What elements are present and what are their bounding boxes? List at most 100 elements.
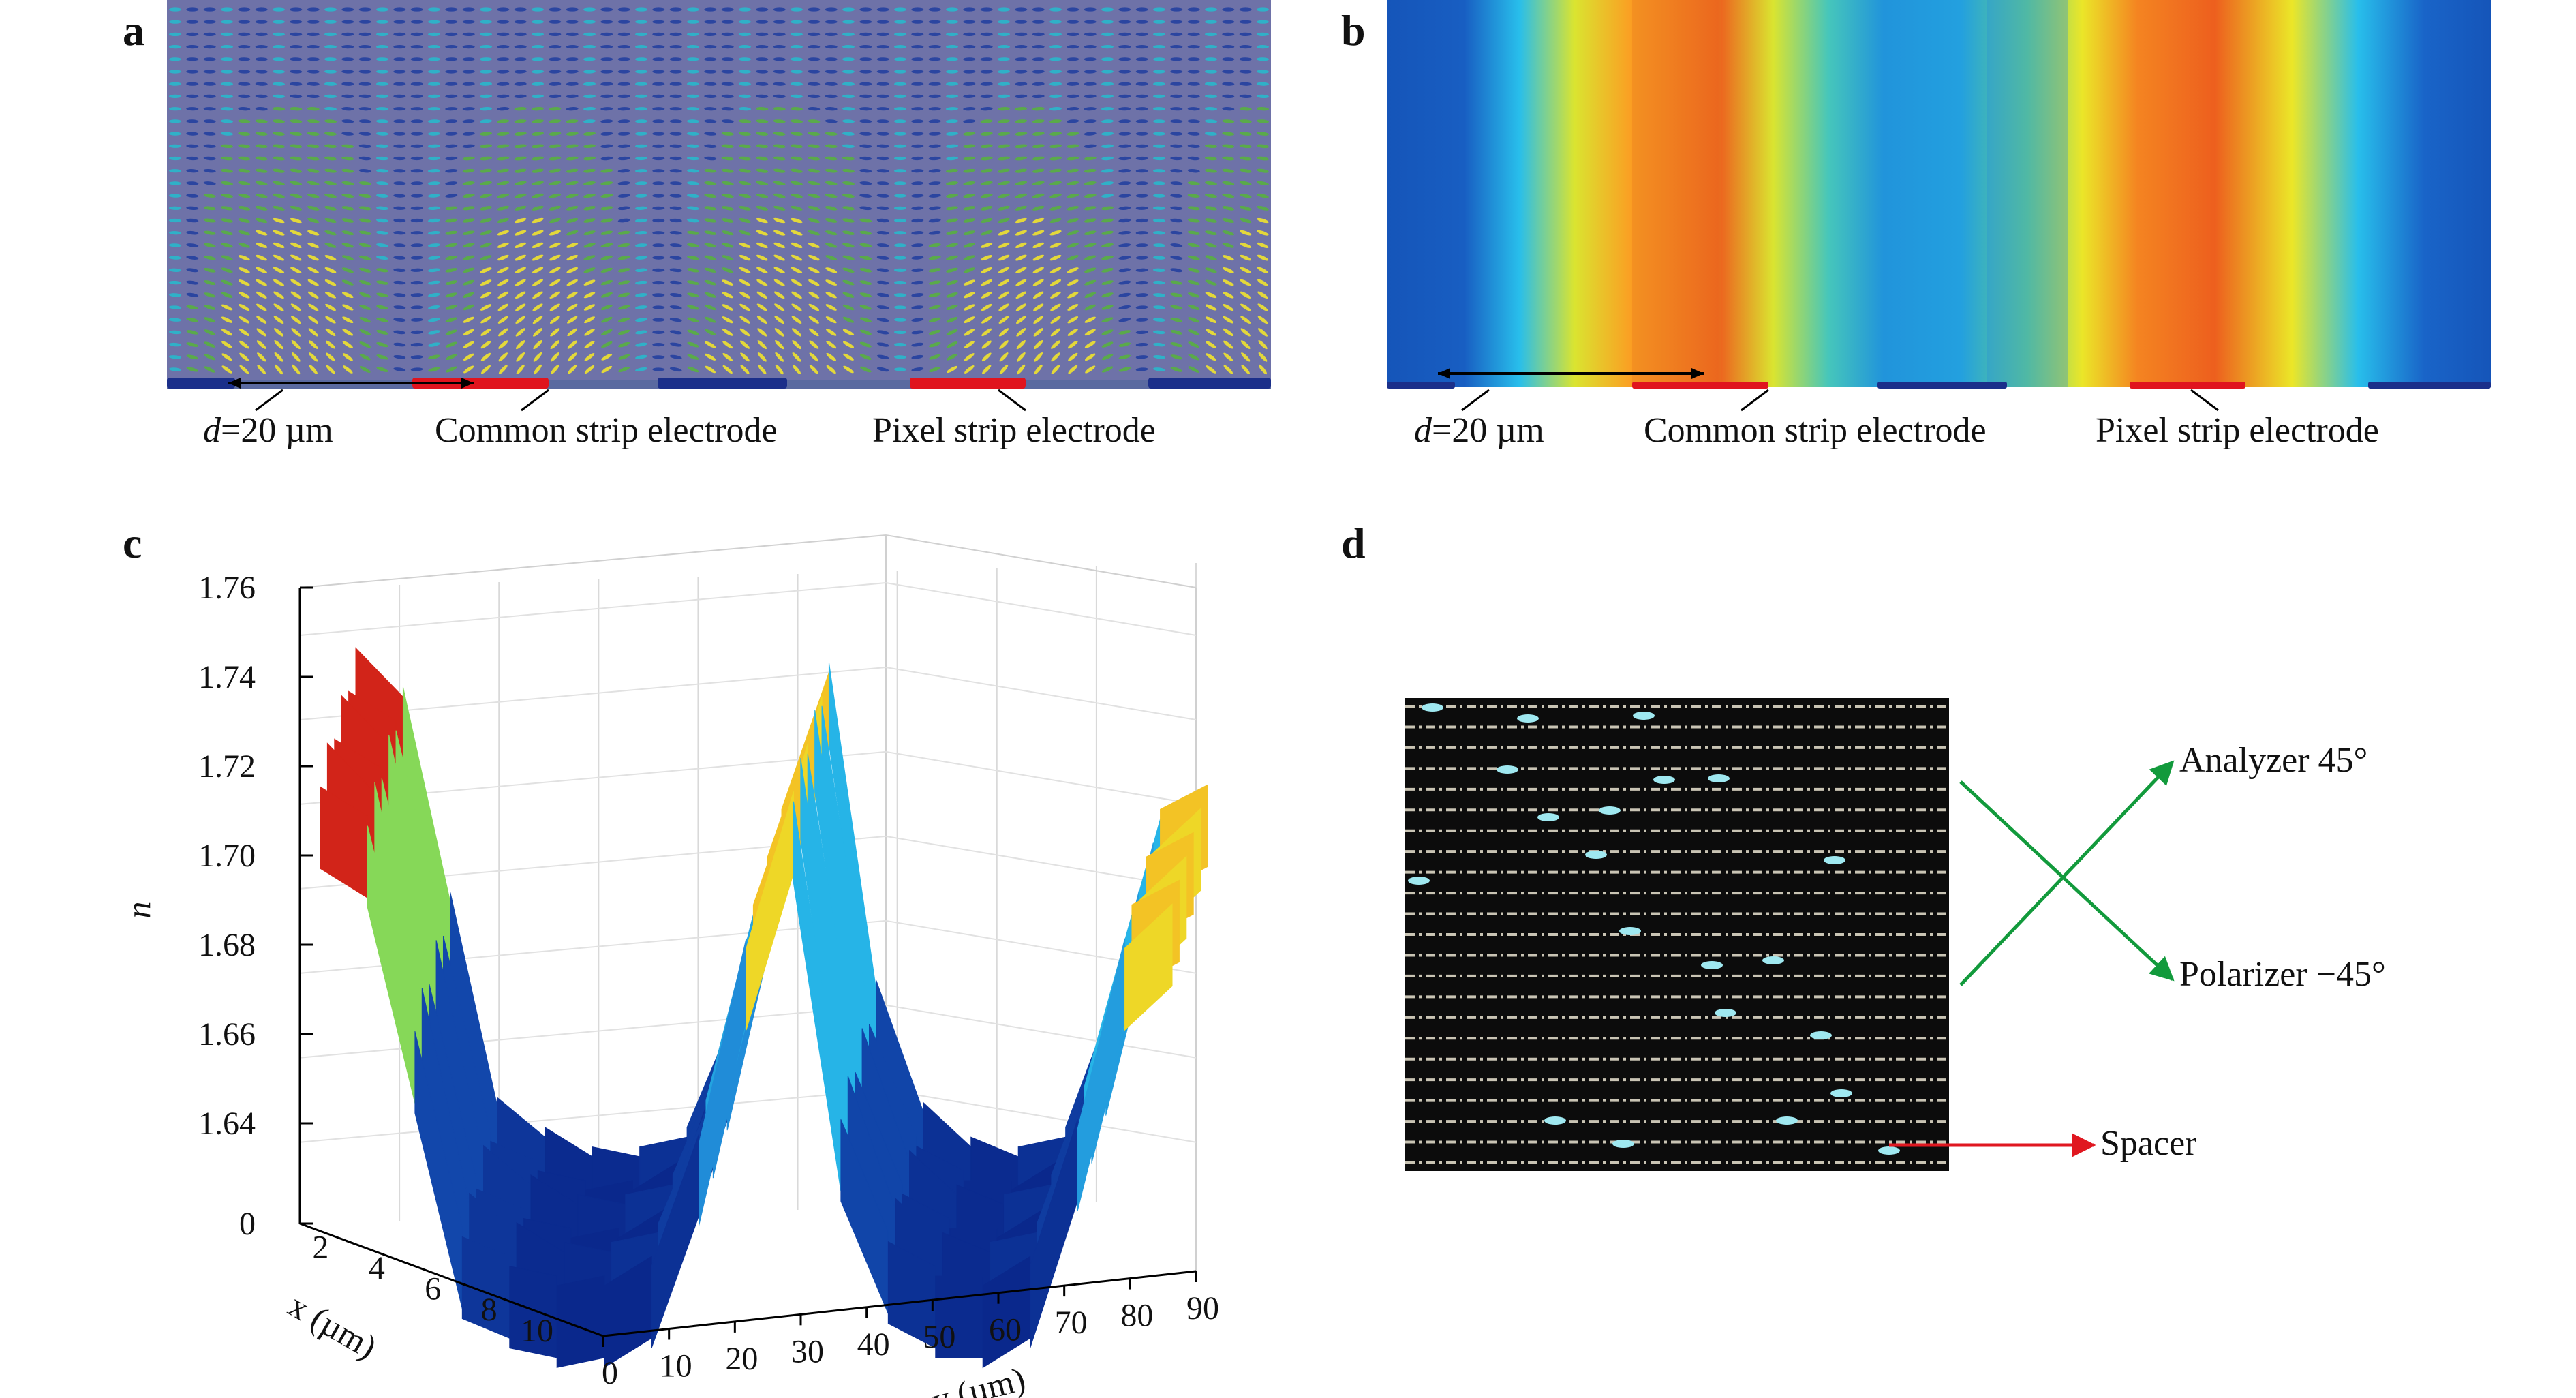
lc-molecule [273,20,285,24]
lc-molecule [739,20,751,24]
lc-molecule [358,70,371,74]
lc-molecule [393,44,406,49]
lc-molecule [721,44,734,49]
lc-molecule [894,169,906,173]
lc-molecule [445,292,458,298]
lc-molecule [1257,132,1269,136]
lc-molecule [998,303,1009,311]
lc-molecule [859,32,872,37]
lc-molecule [186,280,199,285]
lc-molecule [359,279,371,286]
lc-molecule [721,206,734,211]
lc-molecule [583,70,596,74]
lc-molecule [1239,119,1252,123]
lc-molecule [911,132,924,136]
lc-molecule [376,317,388,322]
lc-molecule [515,316,526,324]
lc-molecule [773,242,786,249]
lc-molecule [566,279,578,286]
lc-molecule [445,7,458,12]
lc-molecule [1084,119,1097,123]
lc-molecule [876,7,889,12]
lc-molecule [859,82,872,86]
lc-molecule [428,57,440,61]
lc-molecule [549,144,562,149]
lc-molecule [842,119,855,123]
lc-molecule [497,32,510,37]
lc-molecule [393,156,406,161]
lc-molecule [1135,7,1148,12]
lc-molecule [946,206,958,211]
lc-molecule [566,144,579,149]
lc-molecule [341,206,354,211]
lc-molecule [1118,243,1131,247]
lc-molecule [946,156,958,161]
lc-molecule [1067,255,1079,261]
lc-molecule [1032,193,1045,198]
lc-molecule [1084,181,1097,185]
lc-molecule [687,57,699,61]
lc-molecule [341,94,354,99]
lc-molecule [791,279,802,286]
lc-molecule [462,20,475,24]
lc-molecule [480,57,492,61]
lc-molecule [1032,32,1045,37]
lc-molecule [894,20,906,24]
lc-molecule [515,242,527,249]
lc-molecule [980,20,993,24]
lc-molecule [911,293,924,297]
lc-molecule [1032,291,1044,299]
lc-molecule [687,119,699,123]
lc-molecule [290,82,303,86]
lc-molecule [238,119,251,123]
lc-molecule [462,230,475,235]
lc-molecule [169,280,181,285]
lc-molecule [462,194,475,198]
lc-molecule [514,94,527,99]
lc-molecule [255,82,268,86]
lc-molecule [1240,217,1252,224]
lc-molecule [791,156,803,161]
lc-molecule [480,7,492,12]
lc-molecule [307,20,320,24]
lc-molecule [238,70,251,74]
lc-molecule [1015,205,1027,211]
lc-molecule [635,132,647,136]
lc-molecule [480,230,492,236]
lc-molecule [1101,82,1114,86]
lc-molecule [600,57,613,61]
lc-molecule [1170,57,1183,61]
lc-molecule [825,181,838,185]
lc-molecule [600,181,613,185]
lc-molecule [894,206,906,210]
lc-molecule [273,7,285,12]
lc-molecule [1032,20,1045,24]
lc-molecule [600,94,613,99]
lc-molecule [1187,20,1200,24]
lc-molecule [1153,7,1165,12]
lc-molecule [704,44,717,49]
lc-molecule [669,169,682,173]
lc-molecule [1015,70,1028,74]
lc-molecule [1118,169,1131,173]
lc-molecule [532,181,544,186]
lc-molecule [998,144,1010,149]
lc-molecule [825,206,838,211]
lc-molecule [549,119,562,123]
lc-molecule [687,94,699,99]
lc-molecule [549,7,562,12]
lc-molecule [497,94,510,99]
lc-molecule [946,57,958,61]
lc-molecule [1222,44,1235,49]
lc-molecule [307,267,319,273]
lc-molecule [946,107,958,111]
lc-molecule [773,32,786,37]
lc-molecule [583,168,596,173]
lc-molecule [410,156,423,161]
lc-molecule [273,32,285,37]
lc-molecule [600,132,613,136]
lc-molecule [566,107,579,111]
lc-molecule [911,144,924,148]
lc-molecule [514,107,527,111]
lc-molecule [998,119,1010,123]
